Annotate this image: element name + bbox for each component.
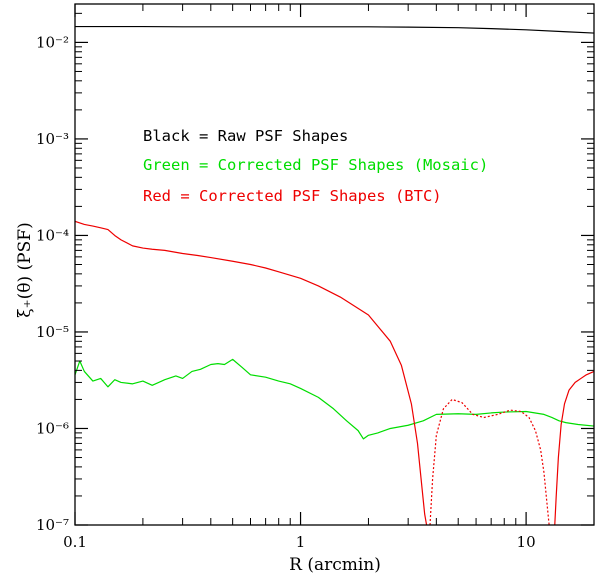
x-axis-title: R (arcmin) bbox=[289, 555, 381, 575]
y-axis-title: ξ₊(θ) (PSF) bbox=[15, 222, 35, 317]
y-tick-label: 10⁻⁶ bbox=[36, 419, 69, 437]
y-tick-label: 10⁻⁴ bbox=[36, 226, 69, 244]
y-tick-label: 10⁻⁷ bbox=[36, 516, 69, 534]
y-tick-label: 10⁻² bbox=[36, 33, 69, 51]
tick-layer: 0.1 1 10 10⁻⁷ 10⁻⁶ 10⁻⁵ 10⁻⁴ 10⁻³ 10⁻² bbox=[36, 4, 594, 551]
plot-frame bbox=[74, 3, 595, 526]
series-layer bbox=[75, 25, 595, 525]
series-line-0 bbox=[75, 25, 595, 34]
series-line-3 bbox=[429, 398, 550, 525]
series-line-4 bbox=[554, 370, 595, 525]
legend-green: Green = Corrected PSF Shapes (Mosaic) bbox=[143, 156, 488, 174]
legend-black: Black = Raw PSF Shapes bbox=[143, 127, 348, 145]
series-line-2 bbox=[75, 220, 428, 525]
series-line-1 bbox=[75, 358, 595, 440]
y-tick-label: 10⁻³ bbox=[36, 130, 69, 148]
y-tick-label: 10⁻⁵ bbox=[36, 323, 69, 341]
legend: Black = Raw PSF Shapes Green = Corrected… bbox=[143, 127, 488, 205]
x-tick-label: 0.1 bbox=[63, 533, 87, 551]
legend-red: Red = Corrected PSF Shapes (BTC) bbox=[143, 187, 442, 205]
x-tick-label: 10 bbox=[517, 533, 536, 551]
x-tick-label: 1 bbox=[296, 533, 306, 551]
